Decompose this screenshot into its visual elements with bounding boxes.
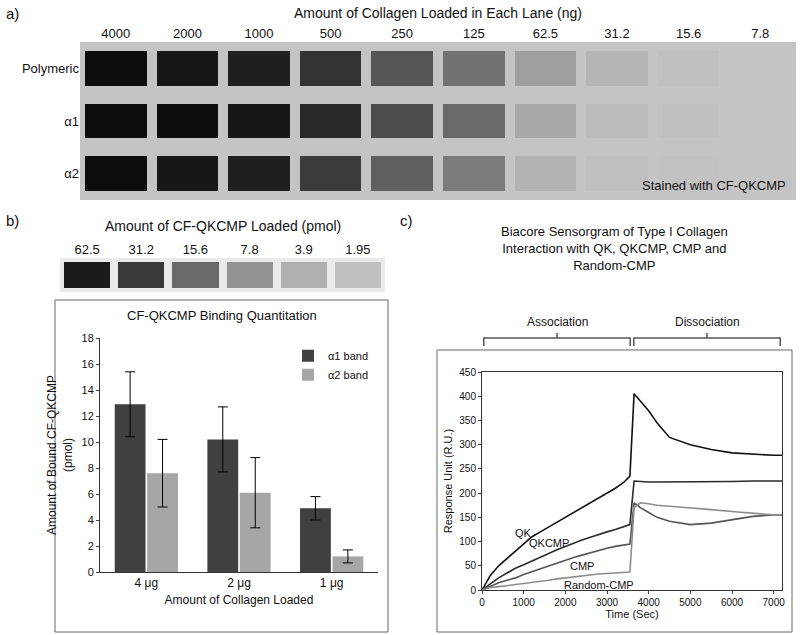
svg-text:62.5: 62.5 — [533, 26, 558, 41]
svg-text:100: 100 — [459, 536, 476, 547]
svg-text:α1 band: α1 band — [328, 350, 368, 362]
svg-text:QKCMP: QKCMP — [529, 537, 569, 549]
svg-text:α2: α2 — [64, 166, 79, 181]
svg-text:CF-QKCMP Binding Quantitation: CF-QKCMP Binding Quantitation — [127, 308, 317, 323]
svg-text:Biacore Sensorgram of Type I C: Biacore Sensorgram of Type I CollagenInt… — [501, 224, 728, 273]
svg-text:2 μg: 2 μg — [227, 576, 251, 590]
svg-text:Random-CMP: Random-CMP — [564, 579, 634, 591]
svg-text:c): c) — [400, 212, 413, 229]
svg-text:15.6: 15.6 — [676, 26, 701, 41]
svg-text:CMP: CMP — [570, 560, 594, 572]
svg-text:b): b) — [6, 212, 19, 229]
svg-text:150: 150 — [459, 512, 476, 523]
svg-text:31.2: 31.2 — [604, 26, 629, 41]
svg-text:500: 500 — [320, 26, 342, 41]
svg-text:Amount of Bound CF-QKCMP(pmol): Amount of Bound CF-QKCMP(pmol) — [45, 375, 75, 535]
svg-text:31.2: 31.2 — [129, 242, 154, 257]
svg-text:12: 12 — [82, 410, 94, 422]
svg-text:1000: 1000 — [513, 597, 536, 608]
svg-text:2000: 2000 — [173, 26, 202, 41]
svg-text:QK: QK — [515, 527, 532, 539]
svg-text:300: 300 — [459, 439, 476, 450]
svg-text:4000: 4000 — [638, 597, 661, 608]
svg-text:Polymeric: Polymeric — [22, 61, 80, 76]
svg-text:16: 16 — [82, 358, 94, 370]
svg-text:10: 10 — [82, 436, 94, 448]
svg-text:2000: 2000 — [554, 597, 577, 608]
svg-text:2: 2 — [88, 540, 94, 552]
svg-text:1.95: 1.95 — [345, 242, 370, 257]
svg-text:Amount of Collagen Loaded in E: Amount of Collagen Loaded in Each Lane (… — [294, 5, 582, 21]
svg-text:Dissociation: Dissociation — [675, 315, 740, 329]
svg-text:350: 350 — [459, 415, 476, 426]
svg-text:1 μg: 1 μg — [320, 576, 344, 590]
svg-text:15.6: 15.6 — [183, 242, 208, 257]
svg-text:4 μg: 4 μg — [135, 576, 159, 590]
svg-text:450: 450 — [459, 367, 476, 378]
svg-text:Stained with CF-QKCMP: Stained with CF-QKCMP — [642, 178, 786, 193]
svg-text:5000: 5000 — [679, 597, 702, 608]
svg-text:7000: 7000 — [763, 597, 786, 608]
svg-text:0: 0 — [88, 566, 94, 578]
svg-text:14: 14 — [82, 384, 94, 396]
svg-text:Association: Association — [527, 315, 588, 329]
svg-text:62.5: 62.5 — [74, 242, 99, 257]
svg-text:0: 0 — [470, 585, 476, 596]
svg-text:1000: 1000 — [245, 26, 274, 41]
svg-text:α2 band: α2 band — [328, 369, 368, 381]
svg-text:Time (Sec): Time (Sec) — [605, 608, 658, 620]
svg-text:7.8: 7.8 — [751, 26, 769, 41]
svg-text:6: 6 — [88, 488, 94, 500]
svg-text:250: 250 — [391, 26, 413, 41]
svg-text:3.9: 3.9 — [295, 242, 313, 257]
svg-text:400: 400 — [459, 391, 476, 402]
svg-text:125: 125 — [463, 26, 485, 41]
svg-text:50: 50 — [465, 560, 477, 571]
svg-text:8: 8 — [88, 462, 94, 474]
svg-text:7.8: 7.8 — [241, 242, 259, 257]
svg-text:4: 4 — [88, 514, 94, 526]
svg-text:0: 0 — [479, 597, 485, 608]
svg-text:200: 200 — [459, 488, 476, 499]
svg-text:18: 18 — [82, 332, 94, 344]
svg-text:α1: α1 — [64, 114, 79, 129]
svg-text:Amount of CF-QKCMP Loaded (pmo: Amount of CF-QKCMP Loaded (pmol) — [105, 218, 341, 234]
svg-text:6000: 6000 — [721, 597, 744, 608]
svg-text:Response Unit (R.U.): Response Unit (R.U.) — [442, 429, 454, 534]
svg-text:Amount of Collagen Loaded: Amount of Collagen Loaded — [165, 593, 314, 607]
svg-text:4000: 4000 — [101, 26, 130, 41]
svg-text:3000: 3000 — [596, 597, 619, 608]
svg-text:a): a) — [6, 5, 19, 22]
svg-text:250: 250 — [459, 463, 476, 474]
